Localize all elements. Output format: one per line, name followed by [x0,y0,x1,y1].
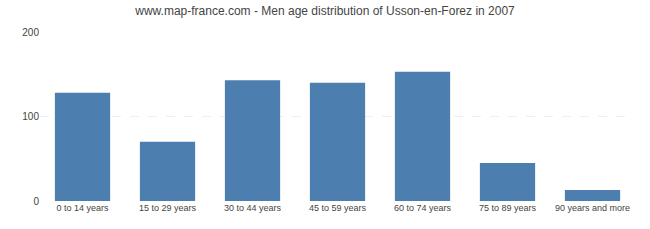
svg-text:www.map-france.com - Men age d: www.map-france.com - Men age distributio… [134,4,515,18]
svg-text:90 years and more: 90 years and more [555,203,630,213]
svg-text:0 to 14 years: 0 to 14 years [56,203,109,213]
svg-text:0: 0 [33,196,39,207]
svg-text:30 to 44 years: 30 to 44 years [224,203,282,213]
svg-text:60 to 74 years: 60 to 74 years [394,203,452,213]
svg-text:75 to 89 years: 75 to 89 years [479,203,537,213]
svg-text:200: 200 [22,27,39,38]
svg-text:15 to 29 years: 15 to 29 years [139,203,197,213]
svg-text:100: 100 [22,111,39,122]
svg-text:45 to 59 years: 45 to 59 years [309,203,367,213]
